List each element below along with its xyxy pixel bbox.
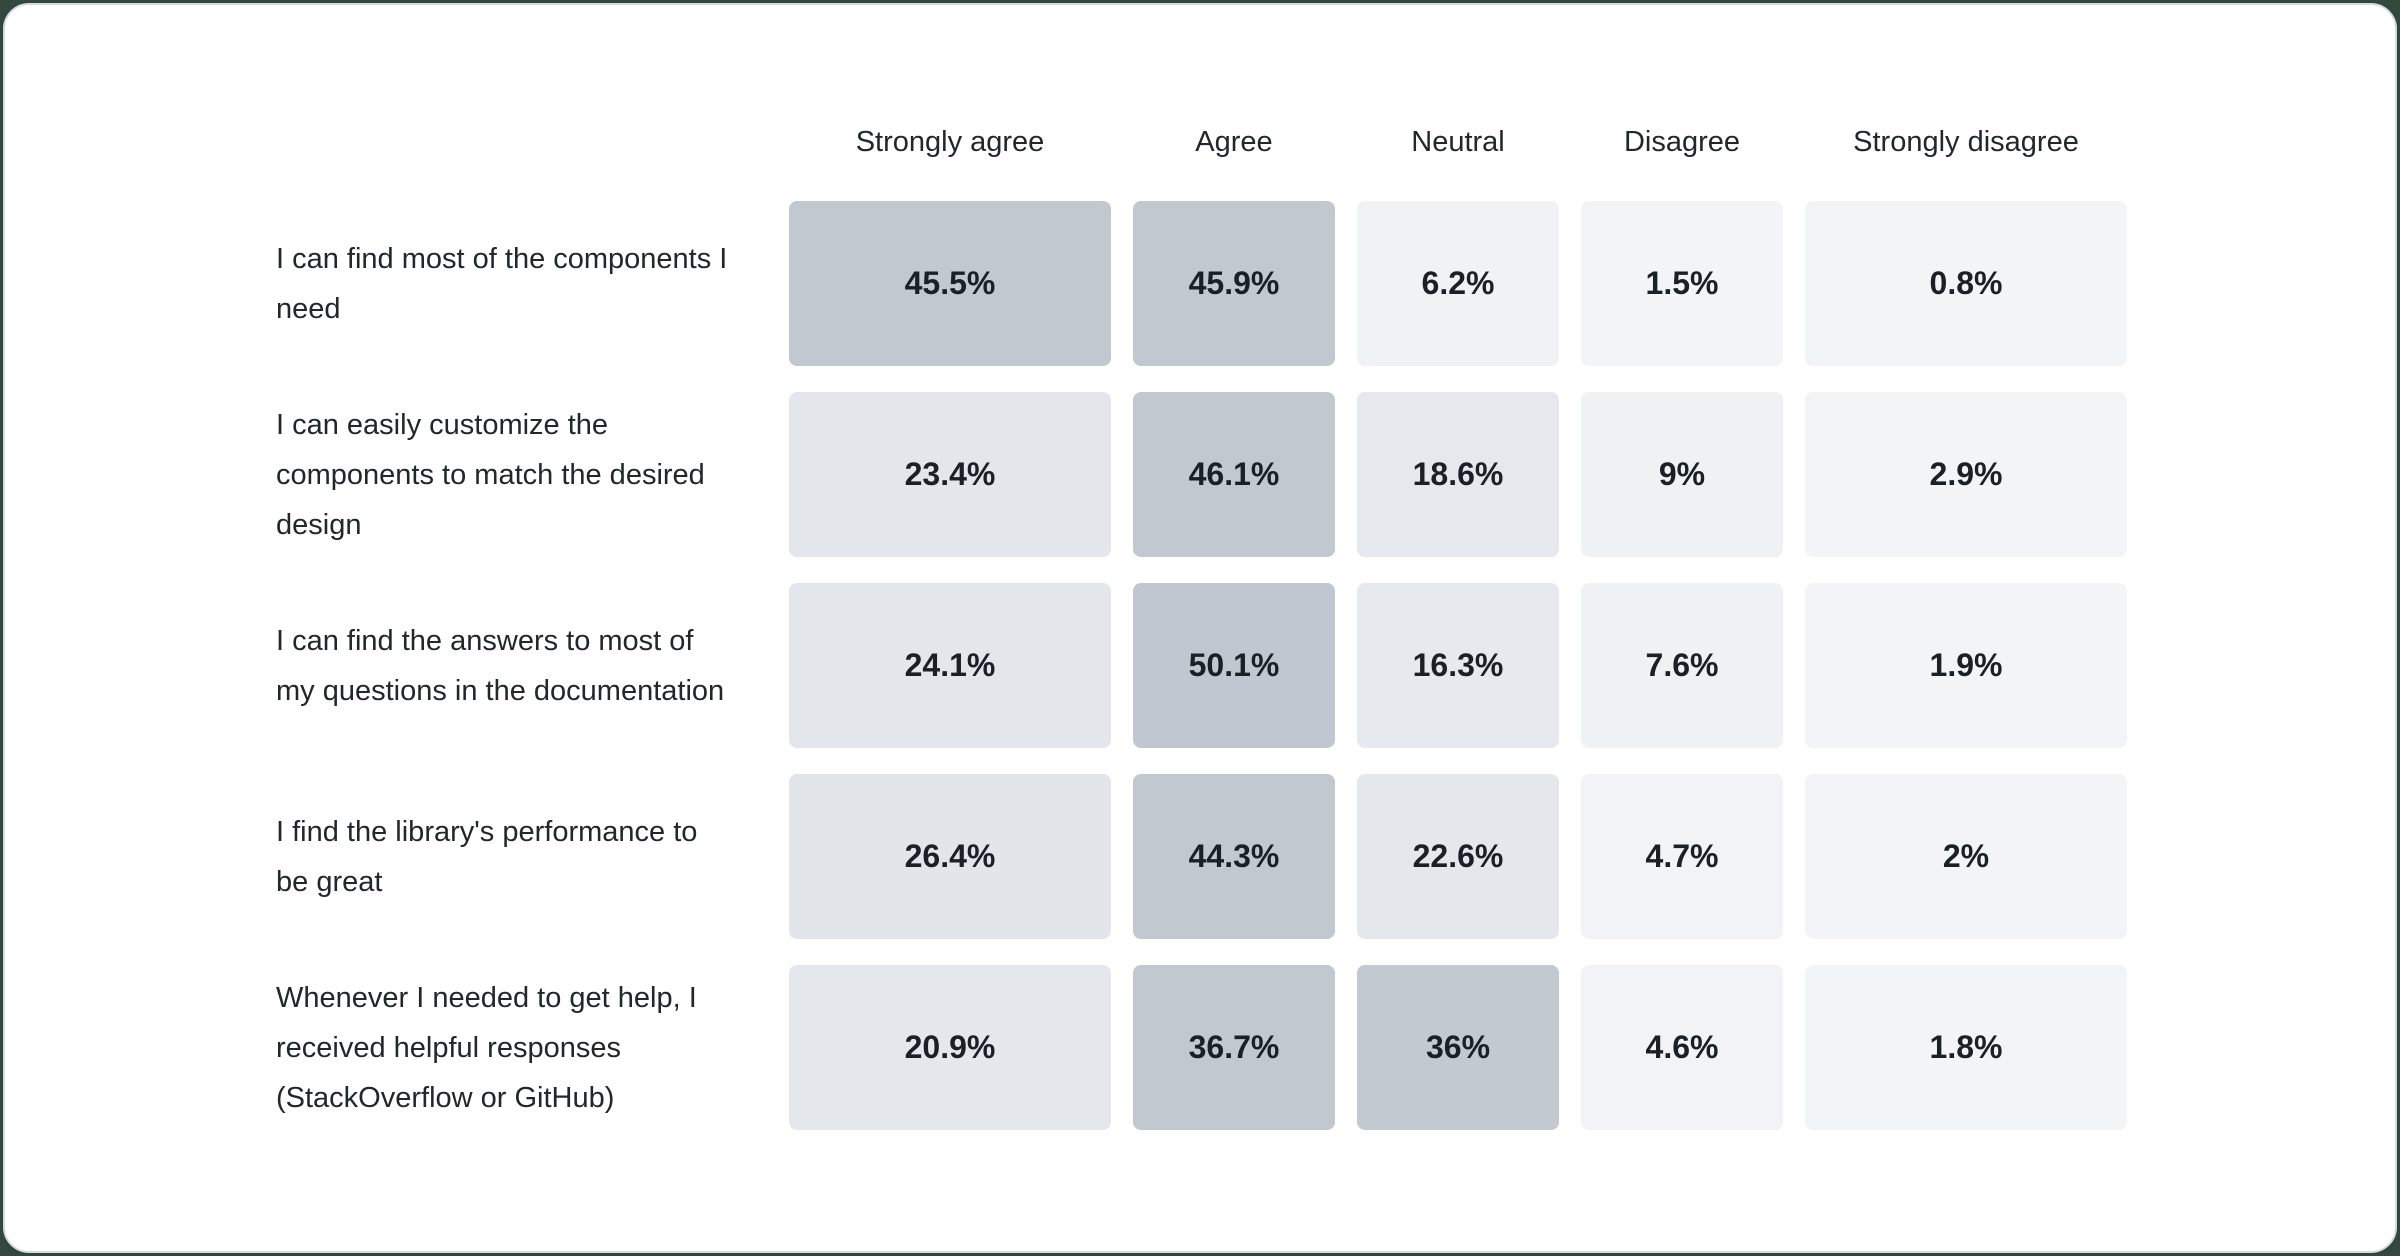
heatmap-cell: 18.6% bbox=[1357, 392, 1559, 557]
row-label-find-components: I can find most of the components I need bbox=[276, 242, 728, 325]
heatmap-cell: 1.5% bbox=[1581, 201, 1783, 366]
survey-results-card: Strongly agree Agree Neutral Disagree St… bbox=[3, 3, 2397, 1253]
heatmap-cell: 16.3% bbox=[1357, 583, 1559, 748]
column-header-neutral: Neutral bbox=[1411, 125, 1505, 158]
heatmap-cell: 9% bbox=[1581, 392, 1783, 557]
heatmap-cell: 4.6% bbox=[1581, 965, 1783, 1130]
heatmap-cell: 0.8% bbox=[1805, 201, 2127, 366]
column-header-disagree: Disagree bbox=[1623, 125, 1741, 158]
heatmap-cell: 36% bbox=[1357, 965, 1559, 1130]
heatmap-cell: 7.6% bbox=[1581, 583, 1783, 748]
row-label-library-performance: I find the library's performance to be g… bbox=[276, 815, 698, 898]
column-header-strongly-agree: Strongly agree bbox=[855, 125, 1045, 158]
heatmap-cell: 4.7% bbox=[1581, 774, 1783, 939]
heatmap-cell: 26.4% bbox=[789, 774, 1111, 939]
row-label-documentation-answers: I can find the answers to most of my que… bbox=[276, 624, 725, 707]
heatmap-cell: 36.7% bbox=[1133, 965, 1335, 1130]
column-header-strongly-disagree: Strongly disagree bbox=[1853, 125, 2079, 158]
heatmap-cell: 46.1% bbox=[1133, 392, 1335, 557]
heatmap-cell: 20.9% bbox=[789, 965, 1111, 1130]
column-header-agree: Agree bbox=[1195, 125, 1273, 158]
row-label-helpful-responses: Whenever I needed to get help, I receive… bbox=[276, 981, 697, 1114]
heatmap-cell: 45.9% bbox=[1133, 201, 1335, 366]
corner-spacer bbox=[276, 109, 767, 175]
heatmap-cell: 6.2% bbox=[1357, 201, 1559, 366]
likert-heatmap: Strongly agree Agree Neutral Disagree St… bbox=[276, 109, 2127, 1130]
heatmap-cell: 2% bbox=[1805, 774, 2127, 939]
heatmap-cell: 44.3% bbox=[1133, 774, 1335, 939]
heatmap-cell: 24.1% bbox=[789, 583, 1111, 748]
heatmap-cell: 22.6% bbox=[1357, 774, 1559, 939]
row-label-customize-components: I can easily customize the components to… bbox=[276, 408, 705, 541]
heatmap-cell: 1.8% bbox=[1805, 965, 2127, 1130]
heatmap-cell: 1.9% bbox=[1805, 583, 2127, 748]
heatmap-cell: 2.9% bbox=[1805, 392, 2127, 557]
heatmap-cell: 50.1% bbox=[1133, 583, 1335, 748]
heatmap-cell: 23.4% bbox=[789, 392, 1111, 557]
heatmap-cell: 45.5% bbox=[789, 201, 1111, 366]
